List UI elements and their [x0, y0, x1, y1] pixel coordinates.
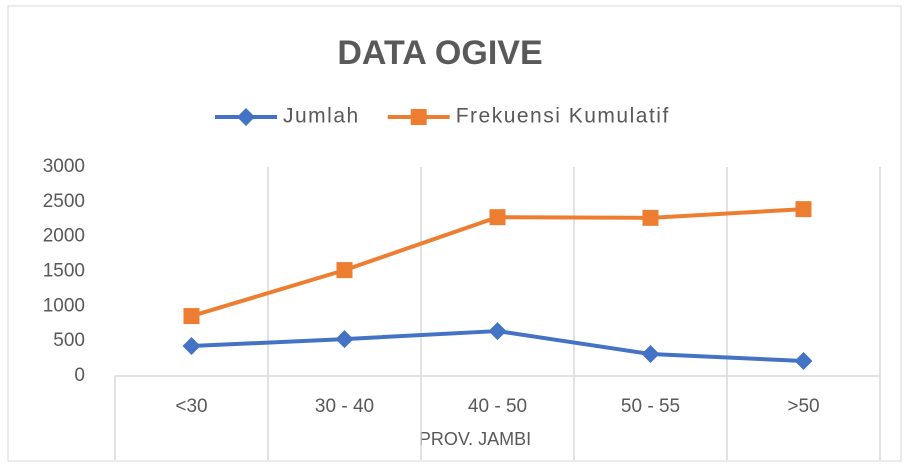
- y-tick-label: 3000: [43, 156, 85, 177]
- marker: [795, 201, 812, 218]
- x-tick-label: <30: [175, 396, 207, 417]
- marker: [641, 345, 660, 364]
- x-tick-label: >50: [787, 396, 819, 417]
- marker: [642, 209, 659, 226]
- marker: [335, 330, 354, 349]
- x-tick-label: 30 - 40: [315, 396, 374, 417]
- marker: [182, 337, 201, 356]
- marker: [794, 352, 813, 371]
- marker: [489, 209, 506, 226]
- x-tick-label: 50 - 55: [621, 396, 680, 417]
- x-tick-label: 40 - 50: [468, 396, 527, 417]
- marker: [237, 108, 255, 126]
- y-tick-label: 2500: [43, 191, 85, 212]
- legend-label: Jumlah: [283, 105, 360, 128]
- y-tick-label: 2000: [43, 226, 85, 247]
- x-axis-title: PROV. JAMBI: [419, 429, 531, 449]
- y-tick-label: 0: [74, 365, 85, 386]
- marker: [488, 322, 507, 341]
- marker: [183, 308, 200, 325]
- legend-label: Frekuensi Kumulatif: [456, 105, 670, 128]
- marker: [410, 109, 427, 125]
- chart-title: DATA OGIVE: [337, 34, 542, 72]
- y-tick-label: 500: [53, 330, 85, 351]
- marker: [336, 262, 353, 279]
- y-tick-label: 1000: [43, 295, 85, 316]
- y-tick-label: 1500: [43, 261, 85, 282]
